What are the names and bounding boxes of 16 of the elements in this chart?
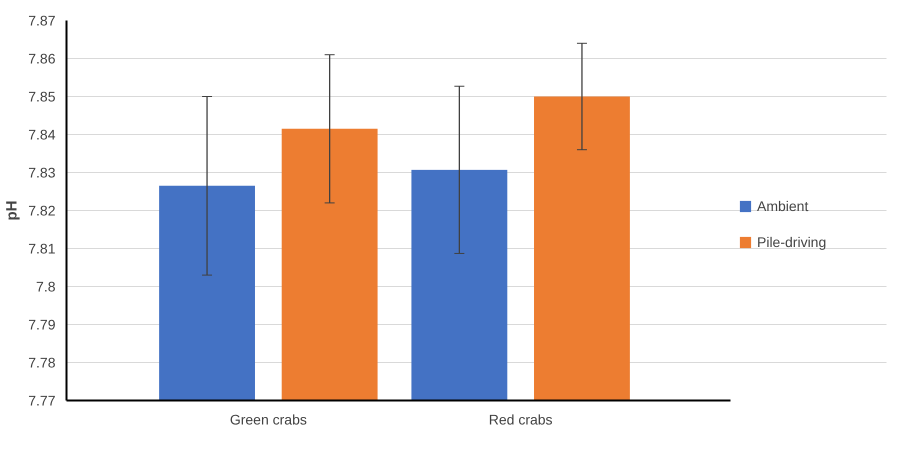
y-tick-label: 7.84 <box>28 126 56 142</box>
y-tick-label: 7.77 <box>28 392 56 408</box>
y-tick-label: 7.81 <box>28 240 56 256</box>
y-tick-label: 7.87 <box>28 12 56 28</box>
y-tick-label: 7.83 <box>28 164 56 180</box>
x-tick-label: Red crabs <box>488 412 553 428</box>
y-axis-title: pH <box>3 200 20 220</box>
y-tick-label: 7.82 <box>28 202 56 218</box>
y-tick-label: 7.85 <box>28 88 56 104</box>
y-tick-label: 7.78 <box>28 354 56 370</box>
legend-label: Ambient <box>757 198 808 214</box>
x-tick-label: Green crabs <box>230 412 307 428</box>
y-tick-label: 7.8 <box>36 278 56 294</box>
y-tick-label: 7.79 <box>28 316 56 332</box>
y-tick-label: 7.86 <box>28 50 56 66</box>
legend-label: Pile-driving <box>757 234 826 250</box>
